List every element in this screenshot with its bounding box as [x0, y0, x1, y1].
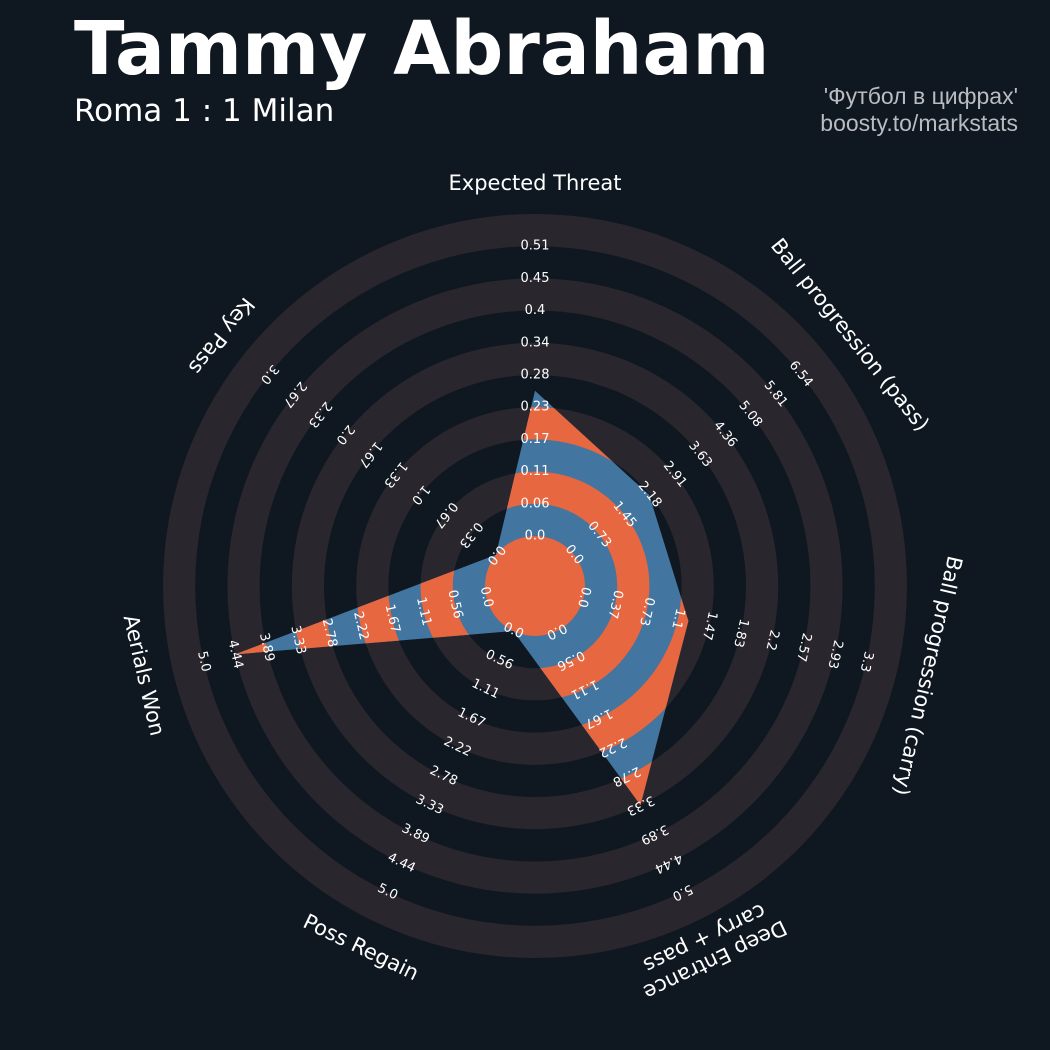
tick-label: 4.44 [225, 639, 246, 671]
tick-label: 2.22 [350, 610, 371, 642]
tick-label: 3.33 [287, 624, 308, 656]
tick-label: 2.78 [319, 617, 340, 649]
tick-label: 0.73 [636, 596, 657, 628]
tick-label: 0.37 [605, 589, 626, 621]
axis-label: Aerials Won [119, 612, 170, 738]
tick-label: 0.23 [521, 400, 550, 415]
tick-label: 1.1 [668, 607, 687, 631]
player-name-title: Tammy Abraham [74, 6, 770, 92]
tick-label: 0.06 [521, 496, 550, 511]
tick-label: 2.93 [824, 639, 845, 671]
match-subtitle: Roma 1 : 1 Milan [74, 93, 335, 129]
tick-label: 3.89 [256, 632, 277, 664]
tick-label: 0.0 [477, 585, 496, 609]
tick-label: 0.0 [525, 529, 546, 544]
tick-label: 0.4 [525, 303, 546, 318]
tick-label: 0.11 [521, 464, 550, 479]
tick-label: 0.51 [521, 239, 550, 254]
axis-label: Expected Threat [449, 171, 622, 195]
tick-label: 0.17 [521, 432, 550, 447]
tick-label: 1.11 [413, 596, 434, 628]
tick-label: 0.28 [521, 368, 550, 383]
tick-label: 3.3 [857, 650, 876, 674]
tick-label: 0.45 [521, 271, 550, 286]
tick-label: 0.0 [574, 585, 593, 609]
tick-label: 1.83 [730, 617, 751, 649]
credit-source: 'Футбол в цифрах' [823, 83, 1018, 109]
tick-label: 1.67 [382, 603, 403, 635]
tick-label: 2.2 [762, 628, 781, 652]
center-disc [485, 536, 585, 636]
tick-label: 0.56 [444, 589, 465, 621]
tick-label: 1.47 [699, 610, 720, 642]
tick-label: 5.0 [194, 650, 213, 674]
tick-label: 0.34 [521, 335, 550, 350]
tick-label: 2.57 [793, 632, 814, 664]
credit-url: boosty.to/markstats [820, 110, 1018, 136]
